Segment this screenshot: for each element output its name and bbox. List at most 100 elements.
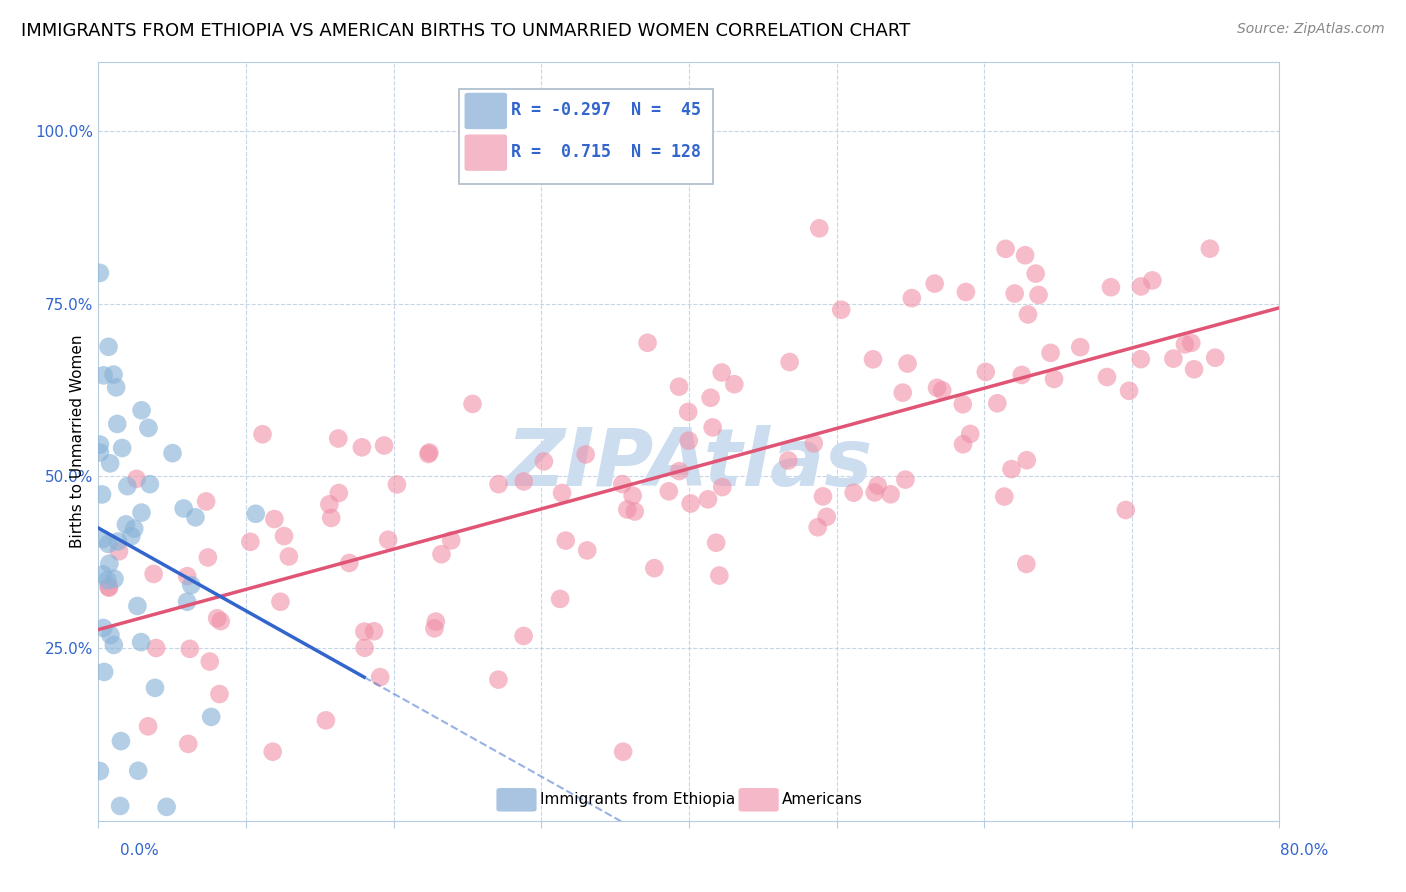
Point: [239, 534, 262, 549]
Point: [643, 561, 665, 575]
Point: [353, 624, 375, 639]
Point: [430, 547, 453, 561]
Point: [418, 445, 440, 459]
Point: [612, 745, 634, 759]
Point: [1015, 557, 1038, 571]
Point: [425, 615, 447, 629]
Point: [98, 581, 121, 595]
Point: [208, 687, 231, 701]
Point: [1129, 279, 1152, 293]
Point: [533, 454, 555, 468]
Point: [612, 477, 634, 491]
Point: [197, 550, 219, 565]
Point: [353, 640, 375, 655]
Point: [1011, 368, 1033, 382]
Point: [105, 380, 128, 394]
Point: [830, 302, 852, 317]
Point: [1174, 337, 1197, 351]
Point: [138, 421, 160, 435]
Text: R = -0.297  N =  45: R = -0.297 N = 45: [510, 101, 700, 120]
Text: ZIPAtlas: ZIPAtlas: [506, 425, 872, 503]
Point: [486, 673, 509, 687]
Point: [328, 486, 350, 500]
Point: [678, 434, 700, 448]
Point: [986, 396, 1008, 410]
Point: [1025, 267, 1047, 281]
Point: [697, 492, 720, 507]
Text: Americans: Americans: [782, 792, 863, 807]
Point: [89, 266, 111, 280]
Point: [512, 629, 534, 643]
Point: [423, 621, 446, 635]
Point: [373, 438, 395, 452]
Point: [321, 511, 343, 525]
Point: [129, 635, 152, 649]
Point: [807, 520, 830, 534]
Point: [1199, 242, 1222, 256]
Point: [1004, 286, 1026, 301]
Point: [177, 737, 200, 751]
Point: [616, 502, 638, 516]
Point: [699, 391, 721, 405]
Point: [89, 445, 111, 459]
Point: [91, 567, 114, 582]
Point: [1043, 372, 1066, 386]
Point: [931, 384, 953, 398]
Point: [97, 537, 120, 551]
Point: [488, 477, 510, 491]
Point: [779, 355, 801, 369]
Point: [842, 485, 865, 500]
Point: [97, 340, 120, 354]
Point: [103, 572, 125, 586]
Point: [1182, 362, 1205, 376]
Point: [368, 670, 391, 684]
Point: [136, 719, 159, 733]
Point: [1180, 335, 1202, 350]
Point: [173, 501, 195, 516]
Point: [891, 385, 914, 400]
Point: [273, 529, 295, 543]
Point: [952, 397, 974, 411]
Point: [575, 447, 598, 461]
Point: [350, 440, 373, 454]
Point: [107, 534, 129, 549]
Point: [709, 568, 731, 582]
Point: [184, 510, 207, 524]
Point: [93, 621, 115, 635]
Text: 80.0%: 80.0%: [1281, 843, 1329, 858]
Point: [621, 489, 644, 503]
Point: [245, 507, 267, 521]
Point: [711, 480, 734, 494]
Point: [1118, 384, 1140, 398]
Point: [461, 397, 484, 411]
Point: [127, 764, 149, 778]
Point: [176, 569, 198, 583]
Point: [513, 475, 536, 489]
Point: [676, 405, 699, 419]
Point: [815, 509, 838, 524]
Point: [143, 681, 166, 695]
Text: 0.0%: 0.0%: [120, 843, 159, 858]
Point: [554, 533, 576, 548]
Text: Source: ZipAtlas.com: Source: ZipAtlas.com: [1237, 22, 1385, 37]
Point: [180, 578, 202, 592]
Point: [156, 800, 179, 814]
Point: [1039, 346, 1062, 360]
Point: [862, 352, 884, 367]
Point: [418, 447, 440, 461]
Point: [894, 473, 917, 487]
Point: [952, 437, 974, 451]
Point: [385, 477, 408, 491]
Point: [91, 487, 114, 501]
Point: [1163, 351, 1185, 366]
Point: [658, 484, 681, 499]
Point: [723, 377, 745, 392]
Point: [863, 485, 886, 500]
Point: [269, 595, 291, 609]
Point: [176, 595, 198, 609]
Point: [89, 437, 111, 451]
Point: [98, 557, 121, 571]
Point: [131, 403, 153, 417]
FancyBboxPatch shape: [464, 135, 508, 171]
Point: [277, 549, 299, 564]
